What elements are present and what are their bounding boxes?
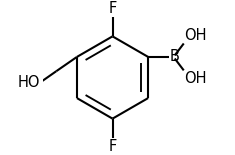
Text: B: B [169, 49, 179, 64]
Text: OH: OH [184, 28, 207, 42]
Text: F: F [108, 1, 117, 16]
Text: F: F [108, 139, 117, 154]
Text: OH: OH [184, 71, 207, 86]
Text: HO: HO [17, 75, 40, 90]
